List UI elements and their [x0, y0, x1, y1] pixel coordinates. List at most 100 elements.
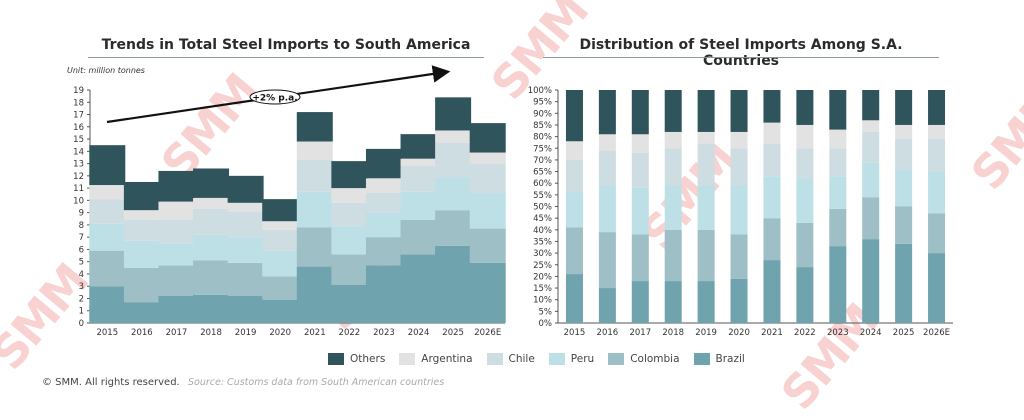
bar-segment-chile	[598, 150, 616, 186]
y-tick-label: 95%	[533, 98, 552, 108]
bar-segment-others	[193, 168, 230, 198]
bar-segment-peru	[123, 240, 160, 268]
trend-label: +2% p.a.	[252, 94, 297, 104]
legend-label: Colombia	[630, 353, 680, 365]
bar-segment-colombia	[331, 254, 368, 285]
y-tick-label: 5	[79, 258, 84, 268]
bar-segment-others	[262, 199, 299, 222]
bar-segment-peru	[697, 185, 715, 230]
right-chart: 0% 5%10% 15% 20%25% 30% 35%40% 45%50% 55% 60%65%…	[528, 86, 953, 338]
bar-segment-chile	[763, 143, 781, 177]
bar-segment-colombia	[862, 197, 880, 240]
y-tick-label: 17	[73, 111, 84, 121]
y-tick-label: 60%	[533, 179, 552, 189]
bar-segment-others	[763, 90, 781, 123]
bar-segment-peru	[158, 243, 195, 266]
bar-segment-chile	[730, 148, 748, 186]
bar-segment-peru	[365, 212, 402, 238]
bar-segment-brazil	[193, 294, 230, 323]
y-tick-label: 65%	[533, 168, 552, 178]
bar-segment-colombia	[730, 234, 748, 279]
legend-swatch	[548, 353, 565, 365]
bar-segment-chile	[227, 211, 264, 238]
x-tick-label: 2025	[893, 328, 915, 338]
legend-label: Argentina	[421, 353, 473, 365]
x-tick-label: 2023	[827, 328, 849, 338]
bar-segment-others	[227, 175, 264, 203]
bar-segment-argentina	[598, 134, 616, 151]
bar-segment-argentina	[862, 120, 880, 132]
bar-segment-argentina	[469, 152, 506, 164]
y-tick-label: 19	[73, 86, 84, 96]
legend-item-peru: Peru	[548, 353, 594, 365]
copyright: © SMM. All rights reserved.	[42, 377, 180, 388]
bar-segment-colombia	[227, 262, 264, 297]
y-tick-label: 70%	[533, 156, 552, 166]
x-tick-label: 2021	[304, 328, 326, 338]
bar-segment-argentina	[928, 124, 946, 139]
bar-segment-argentina	[829, 129, 847, 149]
bar-segment-brazil	[928, 253, 946, 323]
bar-segment-colombia	[365, 237, 402, 266]
y-tick-label: 0	[79, 319, 84, 329]
x-tick-label: 2019	[695, 328, 717, 338]
bar-segment-others	[400, 134, 437, 159]
bar-segment-peru	[796, 178, 814, 223]
x-tick-label: 2025	[442, 328, 464, 338]
bar-segment-colombia	[296, 227, 333, 267]
bar-segment-others	[123, 181, 160, 211]
bar-segment-colombia	[400, 219, 437, 255]
legend-item-others: Others	[328, 353, 385, 365]
bar-segment-brazil	[123, 302, 160, 323]
legend-item-colombia: Colombia	[608, 353, 680, 365]
bar-segment-chile	[664, 148, 682, 186]
bar-segment-brazil	[296, 266, 333, 323]
bar-segment-others	[730, 90, 748, 132]
bar-segment-colombia	[598, 232, 616, 289]
y-tick-label: 30%	[533, 249, 552, 259]
bar-segment-chile	[631, 152, 649, 188]
legend-swatch	[399, 353, 416, 365]
bar-segment-peru	[631, 187, 649, 235]
bar-segment-argentina	[895, 124, 913, 139]
bar-segment-colombia	[123, 267, 160, 303]
bar-segment-chile	[262, 229, 299, 251]
bar-segment-peru	[763, 176, 781, 219]
x-tick-label: 2019	[235, 328, 257, 338]
right-title-rule	[543, 57, 939, 58]
bar-segment-peru	[435, 177, 472, 211]
y-tick-label: 75%	[533, 144, 552, 154]
bar-segment-others	[598, 90, 616, 135]
bar-segment-others	[664, 90, 682, 132]
x-tick-label: 2022	[339, 328, 361, 338]
bar-segment-colombia	[763, 218, 781, 261]
bar-segment-chile	[158, 219, 195, 244]
bar-segment-brazil	[796, 267, 814, 323]
y-tick-label: 4	[79, 270, 84, 280]
x-tick-label: 2026E	[923, 328, 950, 338]
bar-segment-colombia	[158, 265, 195, 297]
y-tick-label: 16	[73, 123, 84, 133]
y-tick-label: 55%	[533, 191, 552, 201]
bar-segment-colombia	[664, 229, 682, 282]
bar-segment-chile	[565, 159, 583, 193]
bar-segment-peru	[895, 169, 913, 207]
x-tick-label: 2015	[96, 328, 118, 338]
x-tick-label: 2016	[131, 328, 153, 338]
bar-segment-chile	[895, 138, 913, 170]
bar-segment-chile	[123, 219, 160, 241]
bar-segment-chile	[331, 202, 368, 227]
bar-segment-argentina	[193, 197, 230, 209]
y-tick-label: 3	[79, 282, 84, 292]
y-tick-label: 14	[73, 147, 84, 157]
y-tick-label: 45%	[533, 214, 552, 224]
bar-segment-peru	[862, 162, 880, 198]
x-tick-label: 2024	[408, 328, 430, 338]
bar-segment-peru	[227, 237, 264, 263]
unit-label: Unit: million tonnes	[67, 66, 145, 75]
bar-segment-brazil	[227, 296, 264, 323]
bar-segment-argentina	[227, 202, 264, 212]
bar-segment-colombia	[89, 250, 126, 287]
x-tick-label: 2021	[761, 328, 783, 338]
bar-segment-peru	[598, 185, 616, 233]
